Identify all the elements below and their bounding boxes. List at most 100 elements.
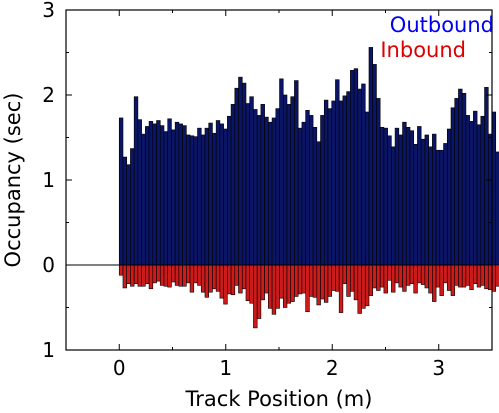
inbound-bar — [465, 264, 470, 286]
outbound-bar — [159, 125, 165, 266]
inbound-bar — [297, 264, 303, 295]
inbound-bar — [197, 264, 202, 286]
legend-outbound: Outbound — [390, 13, 494, 37]
inbound-bar — [458, 264, 463, 288]
outbound-bar — [167, 118, 172, 266]
outbound-bar — [320, 115, 325, 266]
outbound-bar — [391, 146, 396, 266]
inbound-bar — [137, 264, 142, 287]
inbound-bar — [282, 264, 288, 308]
outbound-bar — [156, 120, 161, 266]
outbound-bar — [230, 104, 236, 266]
inbound-bar — [133, 264, 139, 285]
y-tick-label: 1 — [42, 338, 55, 362]
outbound-bar — [268, 121, 273, 266]
inbound-bar — [167, 264, 172, 288]
outbound-bar — [260, 104, 265, 266]
outbound-bar — [473, 110, 478, 266]
x-tick-label: 0 — [113, 356, 126, 380]
outbound-bar — [126, 164, 131, 266]
outbound-bar — [118, 117, 124, 266]
outbound-bar — [305, 110, 310, 266]
inbound-bar — [189, 264, 195, 293]
outbound-bar — [152, 123, 157, 266]
inbound-bar — [260, 264, 265, 301]
inbound-bar — [443, 264, 448, 284]
inbound-bar — [480, 264, 485, 286]
inbound-bar — [152, 264, 157, 284]
outbound-bar — [417, 126, 422, 266]
inbound-bar — [405, 264, 411, 286]
inbound-bar — [309, 264, 314, 297]
inbound-bar — [476, 264, 482, 288]
inbound-bar — [338, 264, 344, 313]
inbound-bar — [227, 264, 232, 295]
outbound-bar — [353, 68, 359, 266]
inbound-bar — [450, 264, 456, 296]
outbound-bar — [271, 117, 277, 266]
outbound-bar — [428, 146, 433, 266]
outbound-bar — [361, 83, 366, 266]
outbound-bar — [148, 121, 154, 266]
legend-inbound: Inbound — [380, 38, 466, 62]
outbound-bar — [215, 120, 221, 266]
inbound-bar — [223, 264, 228, 305]
y-tick-label: 0 — [42, 253, 55, 277]
inbound-bar — [446, 264, 452, 291]
inbound-bar — [186, 264, 191, 284]
inbound-bar — [454, 264, 459, 286]
inbound-bar — [435, 264, 441, 288]
outbound-bar — [446, 128, 452, 266]
outbound-bar — [189, 135, 195, 266]
outbound-bar — [480, 115, 485, 266]
outbound-bar — [282, 94, 288, 266]
outbound-bar — [137, 119, 142, 266]
outbound-bar — [461, 93, 467, 266]
outbound-bar — [357, 88, 362, 266]
inbound-bar — [398, 264, 403, 288]
outbound-bar — [301, 121, 306, 266]
outbound-bar — [174, 121, 180, 266]
outbound-bar — [405, 127, 411, 266]
inbound-bar — [230, 264, 236, 296]
outbound-bar — [327, 108, 333, 266]
outbound-bar — [331, 100, 336, 266]
inbound-bar — [130, 264, 135, 287]
inbound-bar — [331, 264, 336, 291]
inbound-bar — [245, 264, 251, 302]
inbound-bar — [323, 264, 329, 303]
y-ticks: 1 0 1 2 3 — [42, 0, 492, 362]
inbound-bar — [413, 264, 418, 294]
inbound-bar — [219, 264, 224, 299]
y-tick-label: 1 — [42, 168, 55, 192]
outbound-bar — [227, 115, 232, 266]
x-ticks: 0 1 2 3 — [65, 10, 493, 380]
outbound-bar — [290, 96, 295, 266]
inbound-bar — [126, 264, 131, 285]
inbound-bars — [118, 264, 499, 329]
outbound-bar — [394, 127, 400, 266]
inbound-bar — [473, 264, 478, 285]
inbound-bar — [357, 264, 362, 314]
outbound-bar — [323, 99, 329, 266]
inbound-bar — [335, 264, 340, 292]
outbound-bar — [420, 138, 426, 266]
inbound-bar — [495, 264, 499, 287]
inbound-bar — [484, 264, 489, 290]
inbound-bar — [174, 264, 180, 286]
outbound-bar — [279, 78, 284, 266]
inbound-bar — [234, 264, 239, 286]
inbound-bar — [253, 264, 258, 329]
outbound-bar — [163, 131, 169, 266]
inbound-bar — [469, 264, 474, 290]
outbound-bar — [178, 123, 183, 266]
inbound-bar — [208, 264, 213, 293]
inbound-bar — [171, 264, 176, 283]
outbound-bar — [379, 127, 385, 266]
inbound-bar — [141, 264, 146, 287]
outbound-bar — [204, 127, 210, 266]
inbound-bar — [391, 264, 396, 293]
outbound-bar — [186, 134, 191, 266]
inbound-bar — [118, 264, 124, 276]
inbound-bar — [420, 264, 426, 285]
